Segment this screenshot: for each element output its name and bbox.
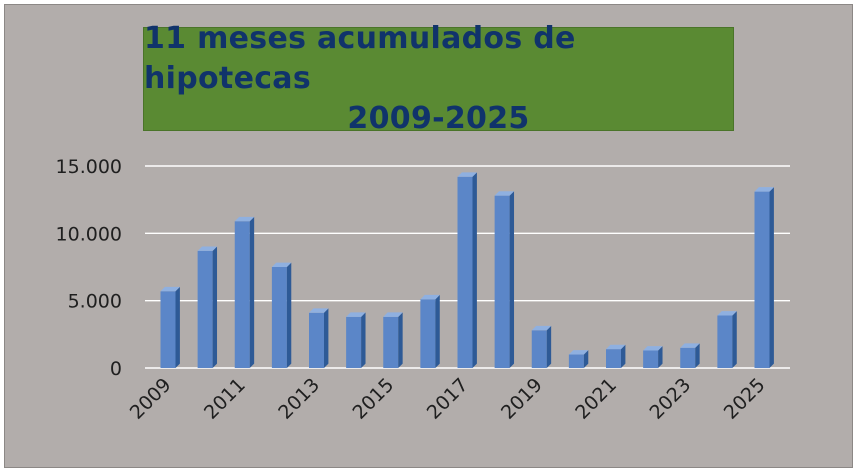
- bar-top: [457, 172, 477, 177]
- bar-side: [509, 191, 515, 368]
- bar-top: [420, 294, 440, 300]
- bar-top: [234, 216, 255, 222]
- bar-front: [309, 312, 324, 368]
- bar-front: [346, 316, 362, 368]
- bar-side: [361, 312, 366, 368]
- bar-side: [324, 308, 329, 368]
- bar-2024: [717, 311, 737, 368]
- y-tick-label: 5.000: [68, 291, 122, 313]
- bar-top: [754, 187, 774, 192]
- bar-front: [531, 330, 547, 368]
- bar-front: [717, 315, 733, 368]
- y-tick-label: 0: [110, 358, 122, 380]
- x-tick-label: 2023: [646, 374, 696, 424]
- bar-2011: [234, 216, 255, 368]
- bar-side: [546, 325, 552, 368]
- bar-front: [420, 299, 436, 368]
- x-tick-label: 2011: [200, 374, 250, 424]
- x-tick-label: 2013: [274, 374, 324, 424]
- bar-front: [568, 354, 584, 368]
- bar-front: [494, 195, 510, 368]
- bar-side: [769, 187, 774, 368]
- bar-front: [606, 349, 621, 368]
- bar-front: [383, 316, 399, 368]
- bar-2012: [271, 262, 292, 368]
- bar-2019: [531, 325, 552, 368]
- bar-top: [680, 343, 700, 348]
- bar-top: [717, 311, 737, 316]
- bar-front: [643, 350, 659, 368]
- bar-side: [621, 344, 626, 368]
- bar-front: [680, 347, 696, 368]
- bar-top: [494, 191, 515, 196]
- bar-side: [286, 262, 292, 368]
- bar-front: [234, 221, 250, 368]
- chart-title-box: 11 meses acumulados de hipotecas 2009-20…: [143, 21, 734, 136]
- bar-top: [197, 246, 218, 251]
- x-tick-label: 2021: [571, 374, 621, 424]
- bar-top: [383, 312, 403, 317]
- bar-side: [212, 246, 218, 368]
- bar-side: [658, 346, 663, 368]
- bar-top: [160, 286, 180, 292]
- chart-title-line-1: 11 meses acumulados de hipotecas: [144, 21, 576, 96]
- bar-2014: [346, 312, 366, 368]
- bar-2020: [568, 350, 589, 368]
- bar-2009: [160, 286, 180, 368]
- x-tick-label: 2025: [720, 374, 770, 424]
- bar-top: [346, 312, 366, 317]
- x-tick-label: 2017: [423, 374, 473, 424]
- bar-top: [271, 262, 292, 267]
- bar-2021: [606, 344, 626, 368]
- bar-front: [197, 250, 213, 368]
- bar-side: [695, 343, 700, 368]
- bar-side: [249, 216, 255, 368]
- bar-side: [583, 350, 589, 368]
- bar-front: [271, 267, 287, 368]
- x-tick-label: 2015: [349, 374, 399, 424]
- bar-side: [472, 172, 477, 368]
- bar-side: [435, 294, 440, 368]
- bar-front: [457, 176, 473, 368]
- bar-2015: [383, 312, 403, 368]
- bar-2017: [457, 172, 477, 368]
- bar-side: [732, 311, 737, 368]
- bar-top: [568, 350, 589, 355]
- bar-top: [531, 325, 552, 331]
- bar-top: [643, 346, 663, 351]
- y-tick-label: 10.000: [56, 223, 122, 245]
- bar-2022: [643, 346, 663, 368]
- y-tick-label: 15.000: [56, 156, 122, 178]
- x-tick-label: 2009: [126, 374, 176, 424]
- chart-title-line-2: 2009-2025: [347, 101, 530, 136]
- bar-2023: [680, 343, 700, 368]
- x-tick-label: 2019: [497, 374, 547, 424]
- bar-top: [309, 308, 329, 313]
- bar-2018: [494, 191, 515, 368]
- bar-2016: [420, 294, 440, 368]
- bar-side: [175, 286, 180, 368]
- chart-frame: 11 meses acumulados de hipotecas 2009-20…: [4, 4, 853, 468]
- bar-2010: [197, 246, 218, 368]
- bar-2013: [309, 308, 329, 368]
- bar-front: [754, 191, 770, 368]
- bar-front: [160, 291, 176, 368]
- bar-side: [398, 312, 403, 368]
- bar-2025: [754, 187, 774, 368]
- bar-top: [606, 344, 626, 350]
